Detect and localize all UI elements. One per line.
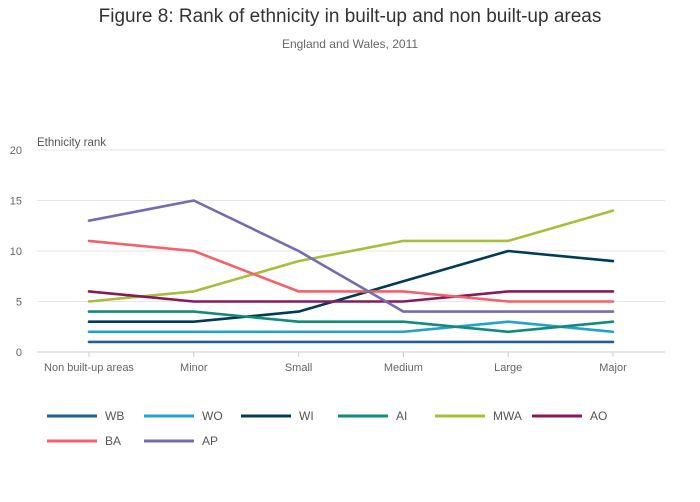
y-tick-label: 5: [16, 297, 22, 309]
legend-label: WO: [202, 409, 223, 423]
x-tick-label: Small: [285, 362, 313, 374]
legend-item-wb[interactable]: WB: [47, 409, 124, 423]
x-tick-label: Large: [494, 362, 522, 374]
legend-item-ai[interactable]: AI: [338, 409, 407, 423]
y-tick-label: 15: [10, 196, 22, 208]
y-axis-label: Ethnicity rank: [37, 137, 106, 149]
legend-label: AP: [202, 434, 218, 448]
series-line-wi: [87, 249, 615, 324]
x-tick-label: Minor: [180, 362, 208, 374]
y-tick-label: 0: [16, 347, 22, 359]
legend-item-wo[interactable]: WO: [144, 409, 223, 423]
chart-subtitle: England and Wales, 2011: [281, 37, 419, 51]
series-line-ai: [87, 310, 615, 334]
series-line-mwa: [87, 209, 615, 303]
legend-label: AI: [396, 409, 407, 423]
legend-item-ap[interactable]: AP: [144, 434, 218, 448]
legend-item-mwa[interactable]: MWA: [435, 409, 522, 423]
x-tick-label: Non built-up areas: [44, 362, 134, 374]
legend-item-wi[interactable]: WI: [241, 409, 314, 423]
series-line-wo: [87, 320, 615, 334]
legend-label: BA: [105, 434, 121, 448]
y-tick-label: 10: [10, 246, 22, 258]
legend-label: AO: [590, 409, 607, 423]
y-tick-label: 20: [10, 145, 22, 157]
legend-label: WB: [105, 409, 124, 423]
legend-label: WI: [299, 409, 314, 423]
legend-item-ao[interactable]: AO: [532, 409, 607, 423]
series-line-ba: [87, 239, 615, 303]
legend-item-ba[interactable]: BA: [47, 434, 121, 448]
series-line-ap: [87, 199, 615, 313]
x-tick-label: Major: [599, 362, 627, 374]
legend-label: MWA: [493, 409, 522, 423]
x-tick-label: Medium: [384, 362, 423, 374]
series-line-ao: [87, 290, 615, 303]
chart-title: Figure 8: Rank of ethnicity in built-up …: [98, 6, 602, 27]
